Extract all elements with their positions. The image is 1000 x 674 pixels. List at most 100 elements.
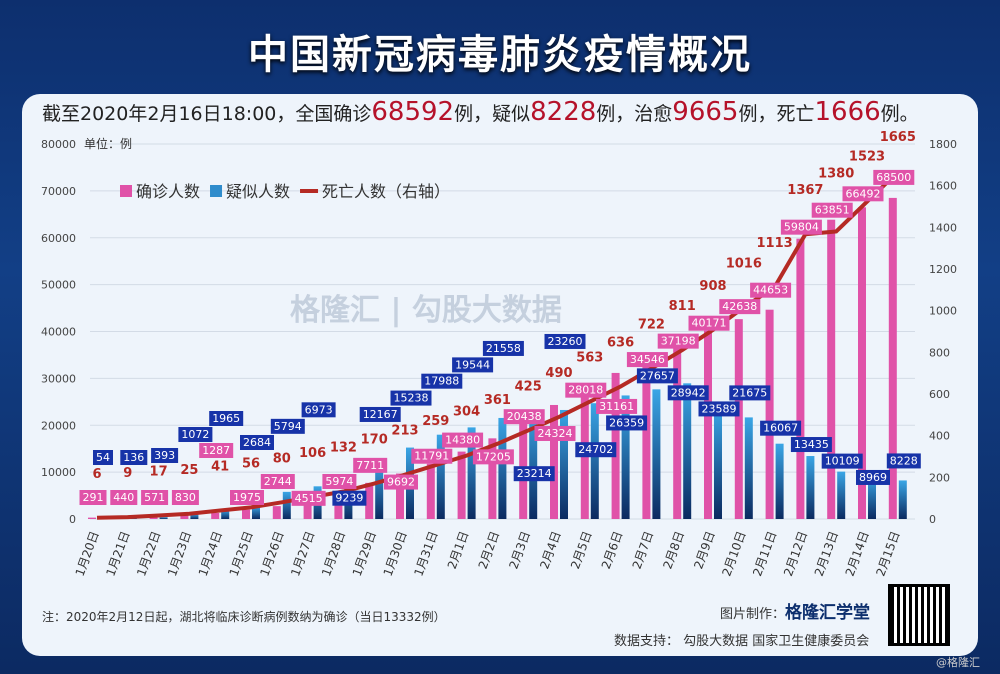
x-tick-label: 2月13日 xyxy=(812,529,841,578)
cured-count: 9665 xyxy=(672,97,739,127)
suspected-label-box xyxy=(544,333,586,349)
death-data-label-group: 490 xyxy=(545,366,572,381)
legend-suspected-label: 疑似人数 xyxy=(226,182,290,201)
suspected-data-label: 1965 xyxy=(212,412,240,425)
suspected-label-box xyxy=(821,453,863,469)
suspected-data-label-group: 8228 xyxy=(886,453,921,469)
death-data-label-group: 213 xyxy=(391,424,418,439)
x-tick-label: 2月15日 xyxy=(873,529,902,578)
x-tick-label: 2月11日 xyxy=(750,529,779,578)
x-tick-label: 1月24日 xyxy=(196,529,225,578)
suspected-data-label-group: 9239 xyxy=(332,490,367,506)
x-tick-label: 2月5日 xyxy=(568,529,595,571)
suspected-data-label: 393 xyxy=(154,449,175,462)
credit: @格隆汇 xyxy=(936,656,980,669)
suspected-bar xyxy=(621,395,630,519)
confirmed-label-box xyxy=(384,474,418,490)
y-tick-label: 30000 xyxy=(41,372,76,385)
suspected-bar xyxy=(560,409,568,519)
suspected-data-label-group: 21558 xyxy=(482,340,524,356)
x-tick-label: 1月30日 xyxy=(381,529,410,578)
confirmed-bar xyxy=(396,473,404,519)
suspected-data-label: 21558 xyxy=(486,342,521,355)
confirmed-data-label: 2744 xyxy=(264,475,292,488)
confirmed-label-box xyxy=(322,473,357,489)
death-data-label-group: 636 xyxy=(607,336,634,351)
confirmed-bar xyxy=(211,512,220,519)
suspected-data-label: 28942 xyxy=(671,386,706,399)
confirmed-data-label: 440 xyxy=(113,491,134,504)
confirmed-label-box xyxy=(873,169,915,185)
x-tick-label: 2月4日 xyxy=(537,529,564,571)
confirmed-data-label-group: 17205 xyxy=(472,449,514,465)
confirmed-data-label-group: 63851 xyxy=(811,202,853,218)
suspected-data-label: 136 xyxy=(123,451,144,464)
suspected-label-box xyxy=(421,373,463,389)
confirmed-label-box xyxy=(626,352,668,368)
suspected-label-box xyxy=(332,490,367,506)
death-data-label: 9 xyxy=(123,466,132,481)
death-data-label-group: 722 xyxy=(638,318,665,333)
suspected-bar xyxy=(744,417,753,519)
suspected-data-label: 54 xyxy=(96,451,110,464)
suspected-data-label: 6973 xyxy=(305,403,333,416)
confirmed-data-label-group: 1287 xyxy=(199,443,234,458)
suspected-data-label-group: 6973 xyxy=(301,402,336,418)
death-data-label-group: 9 xyxy=(123,466,132,481)
confirmed-data-label-group: 40171 xyxy=(688,315,730,331)
confirmed-label-box xyxy=(110,490,138,505)
suspected-data-label: 26359 xyxy=(609,416,644,429)
confirmed-data-label: 63851 xyxy=(815,204,850,217)
y2-tick-label: 200 xyxy=(929,471,950,484)
confirmed-data-label-group: 4515 xyxy=(291,490,326,506)
suspected-data-label: 1072 xyxy=(181,428,209,441)
confirmed-data-label: 11791 xyxy=(414,450,449,463)
confirmed-data-label: 66492 xyxy=(846,187,881,200)
suspected-data-label-group: 13435 xyxy=(790,437,832,453)
death-data-label-group: 1380 xyxy=(818,167,854,182)
suspected-bar xyxy=(590,403,599,519)
x-tick-label: 1月23日 xyxy=(165,529,194,578)
suspected-data-label-group: 24702 xyxy=(575,442,617,458)
suspected-data-label-group: 19544 xyxy=(452,357,494,373)
death-data-label: 25 xyxy=(180,463,198,478)
qr-code-icon[interactable] xyxy=(888,584,950,646)
y2-tick-label: 1200 xyxy=(929,263,957,276)
confirmed-label-box xyxy=(353,457,388,473)
death-data-label-group: 132 xyxy=(330,441,357,456)
confirmed-data-label: 830 xyxy=(175,491,196,504)
confirmed-bar xyxy=(272,506,281,519)
suspected-label-box xyxy=(301,402,336,418)
x-tick-label: 2月14日 xyxy=(843,529,872,578)
confirmed-data-label: 7711 xyxy=(356,459,384,472)
death-data-label-group: 170 xyxy=(361,433,388,448)
confirmed-data-label-group: 5974 xyxy=(322,473,357,489)
x-tick-label: 1月20日 xyxy=(73,529,102,578)
confirmed-data-label-group: 440 xyxy=(110,490,138,505)
suspected-count: 8228 xyxy=(530,97,597,127)
suspected-data-label-group: 17988 xyxy=(421,373,463,389)
y2-tick-label: 1800 xyxy=(929,138,957,151)
x-tick-label: 2月1日 xyxy=(445,529,472,571)
death-data-label: 1113 xyxy=(757,236,793,251)
confirmed-data-label: 14380 xyxy=(445,434,480,447)
suspected-data-label-group: 21675 xyxy=(729,385,771,401)
death-data-label-group: 361 xyxy=(484,393,511,408)
x-tick-label: 1月26日 xyxy=(257,529,286,578)
y-tick-label: 50000 xyxy=(41,279,76,292)
x-tick-label: 1月28日 xyxy=(319,529,348,578)
confirmed-data-label: 9692 xyxy=(387,476,415,489)
confirmed-label-box xyxy=(503,409,545,425)
confirmed-data-label: 1975 xyxy=(233,491,261,504)
confirmed-label-box xyxy=(811,202,853,218)
suspected-data-label-group: 5794 xyxy=(270,418,305,434)
suspected-bar xyxy=(190,513,199,519)
confirmed-data-label: 31161 xyxy=(599,400,634,413)
summary-text: 例。 xyxy=(880,103,919,125)
suspected-label-box xyxy=(240,435,274,450)
suspected-bar xyxy=(837,471,846,519)
suspected-data-label-group: 12167 xyxy=(359,406,401,422)
confirmed-data-label-group: 291 xyxy=(79,490,107,505)
confirmed-label-box xyxy=(141,490,169,505)
suspected-label-box xyxy=(575,442,617,458)
